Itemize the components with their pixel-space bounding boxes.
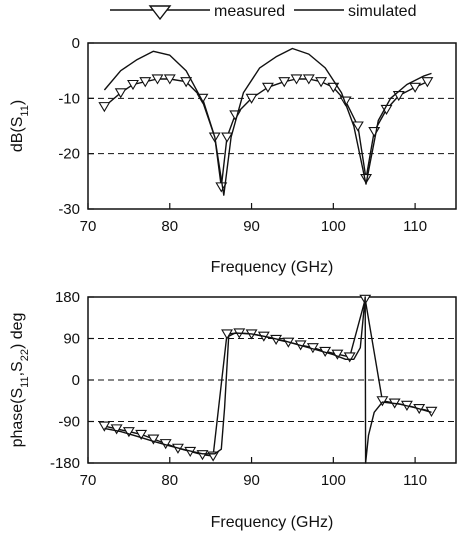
measured-marker [122, 427, 135, 438]
s11-s22-phase-panel: 70 80 90 100 110 180 90 0 -90 -180 Frequency (GHz)… [9, 289, 457, 531]
plot-frame [87, 42, 457, 210]
y-axis-title-subscript: 22 [19, 349, 31, 361]
x-tick-label: 110 [403, 472, 427, 489]
y-tick-label: -20 [58, 146, 80, 163]
y-axis-title-subscript: 11 [19, 376, 31, 387]
x-tick-label: 70 [80, 472, 97, 489]
legend-measured-label: measured [214, 3, 285, 20]
measured-marker [302, 74, 315, 85]
y-axis-title: dB(S11) [9, 100, 31, 152]
measured-marker [221, 132, 233, 143]
x-tick-label: 100 [321, 218, 346, 235]
measured-marker [127, 79, 139, 91]
simulated-line [103, 47, 432, 196]
measured-marker [343, 352, 356, 363]
measured-marker [114, 88, 127, 99]
y-axis-title: phase(S11,S22) deg [9, 313, 31, 448]
x-tick-label: 110 [403, 218, 427, 235]
measured-marker [351, 121, 364, 132]
simulated-series [103, 47, 432, 196]
measured-marker [245, 93, 258, 104]
y-tick-label: 0 [72, 35, 80, 52]
y-tick-label: 90 [63, 331, 80, 348]
measured-marker [135, 429, 148, 440]
measured-marker [98, 421, 111, 432]
measured-marker [368, 126, 381, 138]
measured-marker [360, 174, 373, 185]
y-tick-label: -30 [58, 201, 80, 218]
measured-marker [290, 74, 303, 85]
x-tick-label: 70 [80, 218, 97, 235]
measured-marker [315, 77, 328, 88]
y-axis-title-part: phase(S [9, 388, 26, 448]
y-axis-title-subscript: 11 [19, 105, 31, 116]
y-tick-label: 180 [55, 289, 80, 306]
measured-series [98, 74, 434, 193]
y-axis-title-part: ) deg [9, 313, 26, 349]
y-axis-title-part: dB(S [9, 117, 26, 153]
measured-marker [409, 82, 422, 93]
simulated-line [104, 296, 432, 464]
measured-marker [278, 77, 291, 88]
x-tick-label: 90 [243, 218, 260, 235]
measured-marker [421, 77, 434, 88]
legend: measured simulated [110, 3, 416, 21]
y-axis-title-part: ) [9, 100, 26, 105]
x-tick-label: 80 [161, 472, 178, 489]
y-axis-title-part: ,S [9, 361, 26, 376]
measured-marker [110, 424, 123, 435]
measured-marker [221, 329, 233, 340]
x-tick-label: 100 [321, 472, 346, 489]
measured-marker [147, 434, 160, 445]
x-axis-title: Frequency (GHz) [211, 259, 334, 276]
measured-marker [98, 102, 111, 113]
x-axis-title: Frequency (GHz) [211, 514, 334, 531]
legend-measured-marker [148, 5, 172, 21]
measured-marker [180, 77, 193, 88]
measured-series [98, 294, 438, 462]
legend-simulated-label: simulated [348, 3, 416, 20]
y-tick-label: 0 [72, 372, 80, 389]
measured-marker [163, 74, 176, 85]
simulated-series [104, 296, 432, 464]
measured-marker [339, 96, 352, 107]
y-tick-label: -10 [58, 90, 80, 107]
measured-line [104, 298, 432, 457]
measured-marker [261, 82, 274, 93]
y-tick-label: -180 [50, 455, 80, 472]
measured-marker [376, 396, 389, 407]
x-tick-label: 80 [161, 218, 178, 235]
measured-marker [139, 77, 152, 88]
x-tick-label: 90 [243, 472, 260, 489]
y-tick-label: -90 [58, 414, 80, 431]
measured-line [103, 78, 428, 188]
s11-magnitude-panel: 70 80 90 100 110 0 -10 -20 -30 Frequency (GHz) dB(… [9, 35, 457, 276]
measured-marker [151, 74, 164, 85]
measured-marker [331, 349, 344, 360]
